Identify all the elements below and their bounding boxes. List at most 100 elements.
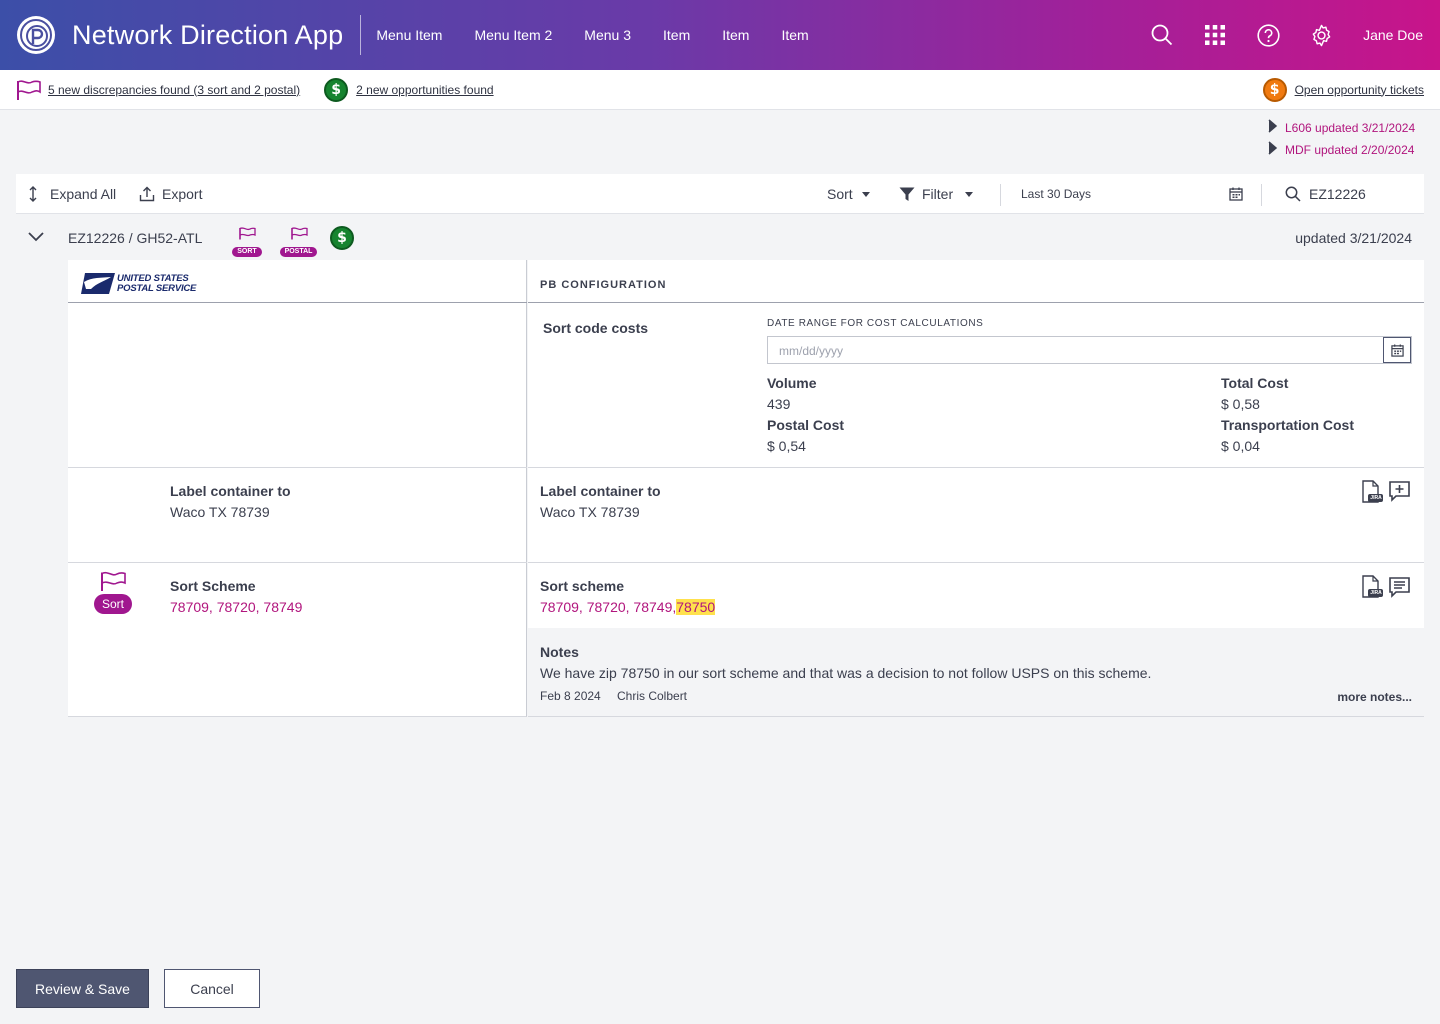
toolbar: Expand All Export Sort Filter Last 30 Da…	[16, 174, 1424, 214]
notification-bar: 5 new discrepancies found (3 sort and 2 …	[0, 70, 1440, 110]
flag-icon	[16, 79, 42, 101]
date-input-placeholder: mm/dd/yyyy	[779, 344, 844, 358]
dollar-icon: $	[330, 226, 354, 250]
transportation-cost-value: $ 0,04	[1221, 438, 1260, 454]
discrepancies-link[interactable]: 5 new discrepancies found (3 sort and 2 …	[48, 82, 301, 97]
sort-code-costs-label: Sort code costs	[543, 320, 649, 336]
search-field[interactable]: EZ12226	[1285, 174, 1366, 214]
record-updated: updated 3/21/2024	[1295, 230, 1412, 246]
review-save-button[interactable]: Review & Save	[16, 969, 149, 1008]
usps-eagle-icon	[81, 273, 115, 294]
date-range-label: DATE RANGE FOR COST CALCULATIONS	[767, 318, 984, 329]
pb-header: PB CONFIGURATION	[528, 260, 1424, 303]
expand-vertical-icon	[29, 186, 37, 202]
expand-all-label: Expand All	[50, 186, 117, 202]
cancel-button[interactable]: Cancel	[164, 969, 260, 1008]
expand-all-button[interactable]: Expand All	[28, 174, 116, 214]
notes-author: Chris Colbert	[617, 689, 688, 703]
app-title[interactable]: Network Direction App	[72, 19, 344, 50]
search-icon	[1285, 186, 1301, 202]
date-input[interactable]: mm/dd/yyyy	[767, 336, 1412, 364]
settings-icon[interactable]	[1309, 23, 1333, 47]
chevron-down-icon[interactable]	[28, 232, 44, 242]
usps-row-divider	[68, 562, 527, 563]
more-notes-link[interactable]: more notes...	[1337, 690, 1412, 704]
open-tickets-link[interactable]: Open opportunity tickets	[1294, 82, 1424, 97]
notes-label: Notes	[540, 644, 579, 660]
total-cost-value: $ 0,58	[1221, 396, 1260, 412]
dollar-icon: $	[324, 77, 349, 102]
open-tickets-group: $ Open opportunity tickets	[1262, 77, 1424, 102]
sort-flag-badge: SORT	[227, 227, 267, 257]
dollar-icon: $	[1262, 77, 1287, 102]
flag-icon	[101, 571, 126, 591]
toolbar-divider	[1261, 184, 1262, 206]
notes-text: We have zip 78750 in our sort scheme and…	[540, 665, 1152, 681]
export-button[interactable]: Export	[139, 174, 202, 214]
calendar-icon	[1390, 343, 1404, 357]
total-cost-label: Total Cost	[1221, 375, 1289, 391]
opportunities-link[interactable]: 2 new opportunities found	[356, 82, 494, 97]
header-actions: Jane Doe	[1121, 0, 1423, 70]
l606-update-text[interactable]: L606 updated 3/21/2024	[1285, 120, 1416, 135]
help-icon[interactable]	[1256, 23, 1280, 47]
nav-item-6[interactable]: Item	[781, 27, 809, 43]
pb-row-divider	[528, 562, 1424, 563]
filter-dropdown[interactable]: Filter	[899, 174, 974, 214]
jira-doc-icon[interactable]: JIRA	[1362, 480, 1384, 504]
user-menu[interactable]: Jane Doe	[1363, 27, 1423, 43]
postal-cost-label: Postal Cost	[767, 417, 845, 433]
pb-config-heading: PB CONFIGURATION	[540, 279, 667, 291]
export-label: Export	[162, 186, 203, 202]
search-input[interactable]: EZ12226	[1309, 186, 1366, 202]
transportation-cost-label: Transportation Cost	[1221, 417, 1355, 433]
header-divider	[360, 15, 362, 55]
main-nav: Menu Item Menu Item 2 Menu 3 Item Item I…	[376, 27, 840, 43]
record-header[interactable]: EZ12226 / GH52-ATL SORT POSTAL $ updated…	[16, 216, 1424, 260]
caret-down-icon	[965, 191, 974, 197]
mdf-update-text[interactable]: MDF updated 2/20/2024	[1285, 142, 1415, 157]
nav-item-5[interactable]: Item	[722, 27, 750, 43]
add-comment-icon[interactable]	[1389, 481, 1410, 502]
jira-doc-icon[interactable]: JIRA	[1362, 575, 1384, 599]
jira-text: JIRA	[1370, 590, 1382, 596]
flag-icon	[290, 227, 308, 240]
pb-label-container-label: Label container to	[540, 483, 661, 499]
calendar-button[interactable]	[1383, 337, 1411, 363]
filter-label: Filter	[922, 186, 954, 202]
comment-icon[interactable]	[1389, 577, 1410, 598]
mdf-update[interactable]: MDF updated 2/20/2024	[1268, 141, 1424, 158]
nav-item-4[interactable]: Item	[663, 27, 691, 43]
search-icon[interactable]	[1150, 23, 1174, 47]
usps-row-divider	[68, 467, 527, 468]
usps-logo-line2: POSTAL SERVICE	[117, 282, 197, 294]
flag-icon	[239, 227, 256, 240]
caret-down-icon	[861, 191, 870, 197]
pb-label-container-value: Waco TX 78739	[540, 504, 640, 520]
nav-menu-3[interactable]: Menu 3	[584, 27, 631, 43]
app-logo-icon[interactable]	[16, 15, 56, 55]
postal-cost-value: $ 0,54	[767, 438, 806, 454]
postal-badge: POSTAL	[279, 247, 318, 257]
date-range-label: Last 30 Days	[1021, 187, 1092, 201]
notes-panel: Notes We have zip 78750 in our sort sche…	[528, 628, 1424, 716]
app-header: Network Direction App Menu Item Menu Ite…	[0, 0, 1440, 70]
apps-grid-icon[interactable]	[1203, 23, 1227, 47]
calendar-icon[interactable]	[1229, 174, 1243, 214]
usps-logo-line1: UNITED STATES	[117, 272, 189, 284]
l606-update[interactable]: L606 updated 3/21/2024	[1268, 119, 1424, 136]
usps-header: UNITED STATES POSTAL SERVICE	[68, 260, 527, 303]
nav-menu-item-2[interactable]: Menu Item 2	[474, 27, 553, 43]
chevron-right-icon	[1268, 141, 1278, 158]
nav-menu-item[interactable]: Menu Item	[376, 27, 443, 43]
volume-value: 439	[767, 396, 791, 412]
pb-sort-scheme-value: 78709, 78720, 78749,78750	[540, 599, 716, 615]
date-range-picker[interactable]: Last 30 Days	[1021, 174, 1091, 214]
sort-dropdown[interactable]: Sort	[827, 174, 870, 214]
jira-text: JIRA	[1370, 495, 1382, 501]
usps-label-container-label: Label container to	[170, 483, 291, 499]
chevron-right-icon	[1268, 119, 1278, 136]
export-icon	[139, 186, 155, 202]
pb-sort-scheme-label: Sort scheme	[540, 578, 625, 594]
usps-label-container-value: Waco TX 78739	[170, 504, 270, 520]
